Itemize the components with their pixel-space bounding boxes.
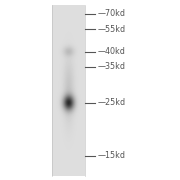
Text: —55kd: —55kd <box>97 25 125 34</box>
Text: —35kd: —35kd <box>97 62 125 71</box>
Text: —25kd: —25kd <box>97 98 125 107</box>
Text: —70kd: —70kd <box>97 9 125 18</box>
Text: —40kd: —40kd <box>97 47 125 56</box>
Bar <box>52 5 85 176</box>
Text: —15kd: —15kd <box>97 151 125 160</box>
